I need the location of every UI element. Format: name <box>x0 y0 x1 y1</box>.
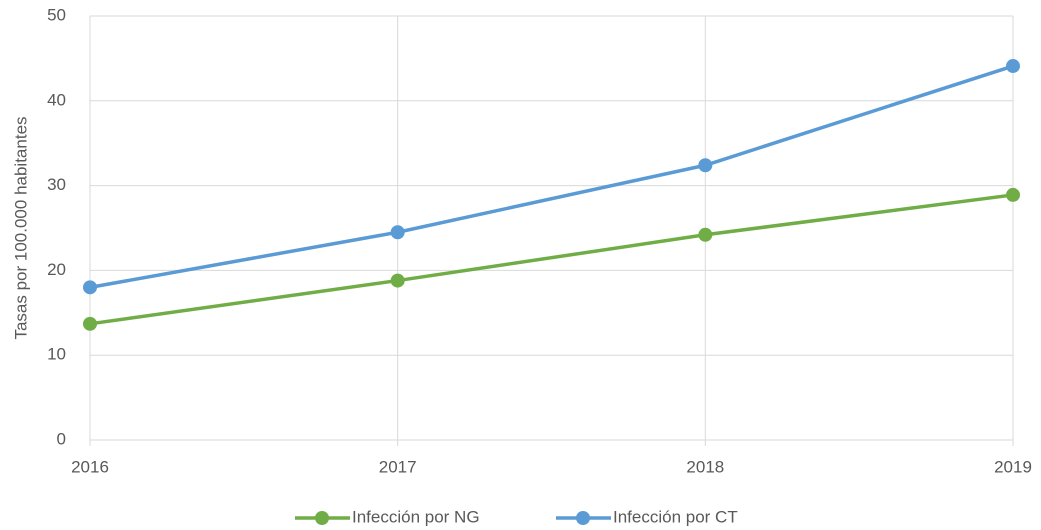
data-point <box>698 158 713 173</box>
x-tick-label: 2018 <box>686 457 724 476</box>
data-point <box>390 273 405 288</box>
x-tick-label: 2019 <box>994 457 1032 476</box>
y-tick-label: 20 <box>47 260 66 279</box>
legend-marker <box>315 511 329 525</box>
y-tick-label: 30 <box>47 175 66 194</box>
data-point <box>698 227 713 242</box>
data-point <box>1006 59 1020 74</box>
y-tick-label: 50 <box>47 5 66 24</box>
legend-label: Infección por CT <box>613 507 738 526</box>
y-tick-label: 40 <box>47 90 66 109</box>
data-point <box>390 225 405 240</box>
series-line <box>89 64 1014 290</box>
x-tick-label: 2016 <box>71 457 109 476</box>
data-point <box>83 316 97 331</box>
y-tick-label: 0 <box>57 429 66 448</box>
data-point <box>83 280 97 295</box>
y-axis-label: Tasas por 100.000 habitantes <box>11 116 30 339</box>
data-point <box>1006 187 1020 202</box>
x-tick-label: 2017 <box>379 457 417 476</box>
legend-marker <box>576 511 590 525</box>
series-line <box>89 193 1014 326</box>
y-tick-label: 10 <box>47 345 66 364</box>
legend-label: Infección por NG <box>352 507 480 526</box>
